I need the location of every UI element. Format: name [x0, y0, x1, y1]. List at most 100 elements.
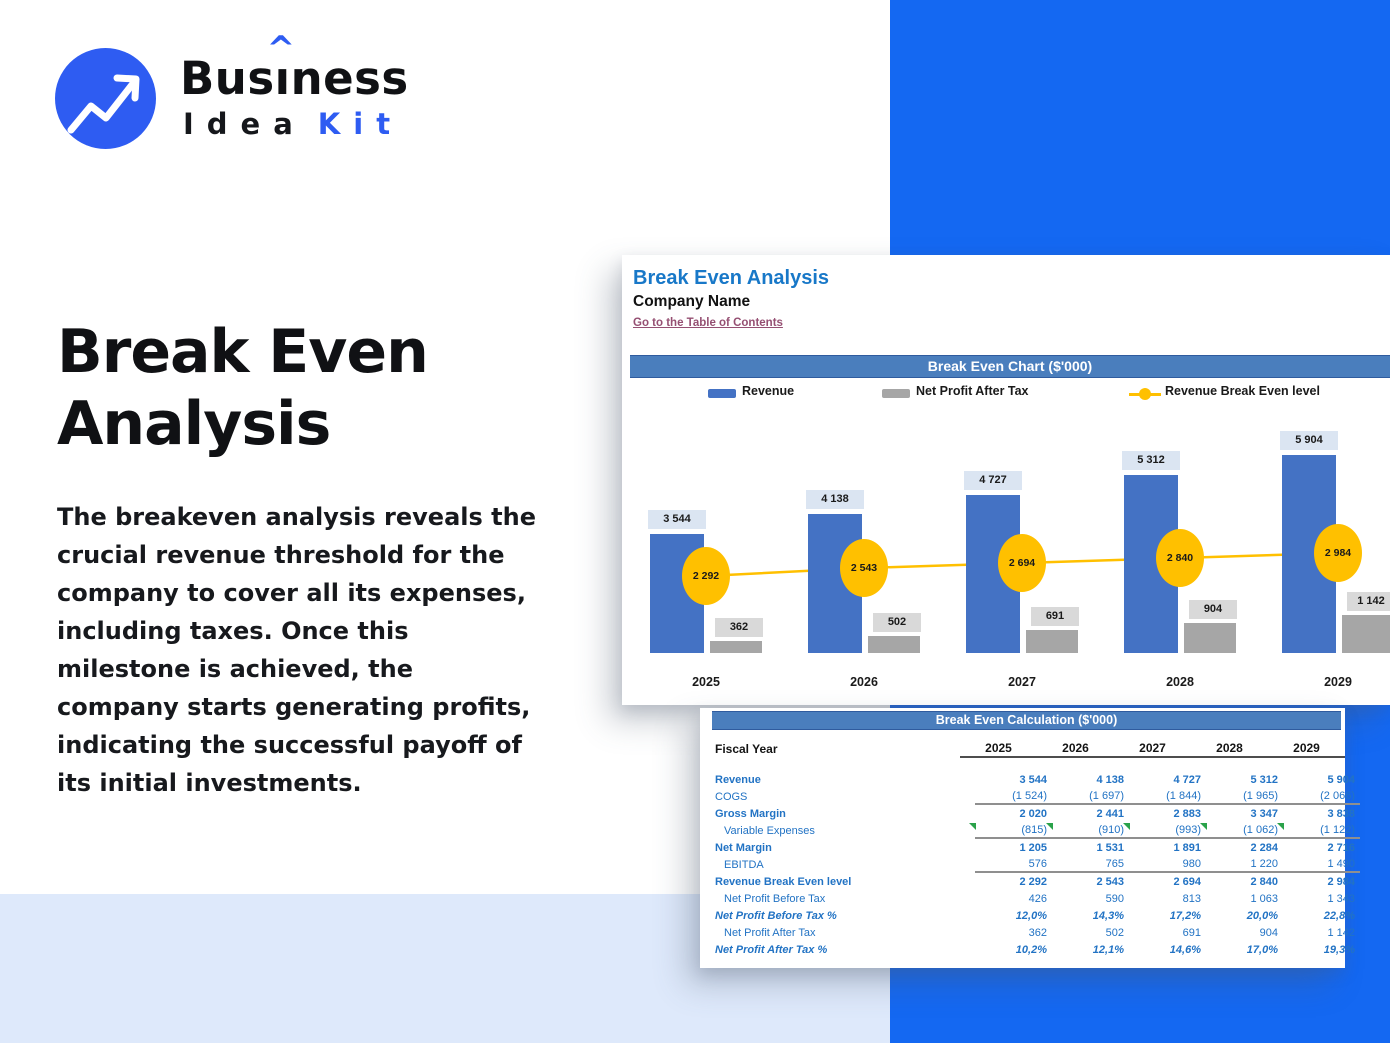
row-label: Fiscal Year — [715, 742, 778, 756]
net-profit-value-label: 502 — [873, 613, 921, 632]
table-cell: (993) — [1175, 823, 1201, 836]
table-row: Net Margin 1 205 1 531 1 891 2 284 2 716 — [715, 839, 1360, 856]
row-label: Gross Margin — [715, 807, 786, 820]
logo-wordmark-idea: Idea — [183, 107, 306, 141]
chart-header-bar: Break Even Chart ($'000) — [630, 355, 1390, 378]
break-even-marker: 2 840 — [1156, 529, 1204, 587]
table-cell: (815) — [1021, 823, 1047, 836]
table-cell: 3 838 — [1327, 807, 1355, 820]
row-label: Variable Expenses — [724, 824, 815, 837]
table-cell: 2 020 — [1019, 807, 1047, 820]
row-label: EBITDA — [724, 858, 764, 871]
table-cell: 1 343 — [1327, 892, 1355, 905]
table-cell: 2 292 — [1019, 875, 1047, 888]
revenue-value-label: 3 544 — [648, 510, 706, 529]
sheet-title: Break Even Analysis — [633, 267, 830, 289]
table-cell: 4 138 — [1096, 773, 1124, 786]
table-cell: 813 — [1182, 892, 1201, 905]
logo-wordmark-kit: Kit — [317, 107, 404, 141]
table-cell: 3 347 — [1250, 807, 1278, 820]
calc-header-bar: Break Even Calculation ($'000) — [712, 711, 1341, 730]
table-cell: 17,0% — [1246, 943, 1278, 956]
table-row: Net Profit After Tax % 10,2% 12,1% 14,6%… — [715, 941, 1360, 958]
net-profit-value-label: 1 142 — [1347, 592, 1390, 611]
table-row: Net Profit After Tax 362 502 691 904 1 1… — [715, 924, 1360, 941]
page-title: Break Even Analysis — [57, 317, 429, 459]
toc-link[interactable]: Go to the Table of Contents — [633, 317, 783, 329]
table-cell: (1 844) — [1166, 789, 1201, 802]
net-profit-bar — [1184, 623, 1236, 653]
table-row: COGS (1 524) (1 697) (1 844) (1 965) (2 … — [715, 788, 1360, 805]
table-cell: 576 — [1028, 857, 1047, 870]
table-cell: 765 — [1105, 857, 1124, 870]
table-cell: (2 066) — [1320, 789, 1355, 802]
break-even-marker: 2 694 — [998, 534, 1046, 592]
table-cell: 502 — [1105, 926, 1124, 939]
table-cell: 2 694 — [1173, 875, 1201, 888]
table-cell: 691 — [1182, 926, 1201, 939]
table-cell: 426 — [1028, 892, 1047, 905]
table-cell: 2 984 — [1327, 875, 1355, 888]
year-header: 2029 — [1293, 741, 1320, 755]
break-even-marker: 2 292 — [682, 547, 730, 605]
net-profit-bar — [710, 641, 762, 653]
net-profit-bar — [1342, 615, 1390, 653]
table-cell: (1 062) — [1243, 823, 1278, 836]
net-profit-bar — [868, 636, 920, 653]
spreadsheet-calc-panel: Break Even Calculation ($'000) Fiscal Ye… — [700, 708, 1360, 968]
table-cell: 12,0% — [1015, 909, 1047, 922]
trend-arrow-icon — [67, 74, 140, 134]
comment-flag-icon — [969, 823, 976, 830]
row-label: Net Profit After Tax — [724, 926, 816, 939]
company-name: Company Name — [633, 293, 751, 310]
table-cell: 904 — [1259, 926, 1278, 939]
table-cell: 362 — [1028, 926, 1047, 939]
table-cell: 1 220 — [1250, 857, 1278, 870]
comment-flag-icon — [1200, 823, 1207, 830]
table-cell: 2 840 — [1250, 875, 1278, 888]
net-profit-value-label: 691 — [1031, 607, 1079, 626]
comment-flag-icon — [1123, 823, 1130, 830]
table-row: Revenue Break Even level 2 292 2 543 2 6… — [715, 873, 1360, 890]
year-header: 2028 — [1216, 741, 1243, 755]
table-cell: 17,2% — [1169, 909, 1201, 922]
table-cell: 14,3% — [1092, 909, 1124, 922]
comment-flag-icon — [1046, 823, 1053, 830]
table-cell: 10,2% — [1015, 943, 1047, 956]
table-cell: 1 063 — [1250, 892, 1278, 905]
row-label: Revenue — [715, 773, 761, 786]
net-profit-bar — [1026, 630, 1078, 653]
row-label: Net Margin — [715, 841, 772, 854]
logo-wordmark-top: Busı ^ ness — [180, 29, 409, 105]
table-cell: 2 716 — [1327, 841, 1355, 854]
revenue-value-label: 4 727 — [964, 471, 1022, 490]
axis-category-label: 2026 — [850, 675, 878, 689]
revenue-value-label: 4 138 — [806, 490, 864, 509]
axis-category-label: 2028 — [1166, 675, 1194, 689]
axis-category-label: 2029 — [1324, 675, 1352, 689]
row-label: Net Profit Before Tax % — [715, 909, 837, 922]
break-even-marker: 2 543 — [840, 539, 888, 597]
logo-wordmark-bottom: Idea Kit — [183, 107, 403, 141]
revenue-value-label: 5 312 — [1122, 451, 1180, 470]
table-cell: 1 531 — [1096, 841, 1124, 854]
table-cell: (910) — [1098, 823, 1124, 836]
legend-swatch-revenue — [708, 389, 736, 398]
table-cell: 2 284 — [1250, 841, 1278, 854]
table-cell: 2 543 — [1096, 875, 1124, 888]
fiscal-year-row: Fiscal Year 2025 2026 2027 2028 2029 — [715, 740, 1345, 758]
axis-category-label: 2025 — [692, 675, 720, 689]
legend-marker-break-even — [1139, 388, 1151, 400]
legend-swatch-net-profit — [882, 389, 910, 398]
table-row: Variable Expenses (815) (910) (993) (1 0… — [715, 822, 1360, 839]
axis-category-label: 2027 — [1008, 675, 1036, 689]
table-row: Net Profit Before Tax 426 590 813 1 063 … — [715, 890, 1360, 907]
table-row: EBITDA 576 765 980 1 220 1 490 — [715, 856, 1360, 873]
logo-mark — [55, 48, 156, 149]
table-cell: 1 205 — [1019, 841, 1047, 854]
year-header: 2027 — [1139, 741, 1166, 755]
table-cell: 20,0% — [1246, 909, 1278, 922]
table-cell: 4 727 — [1173, 773, 1201, 786]
table-cell: 1 490 — [1327, 857, 1355, 870]
